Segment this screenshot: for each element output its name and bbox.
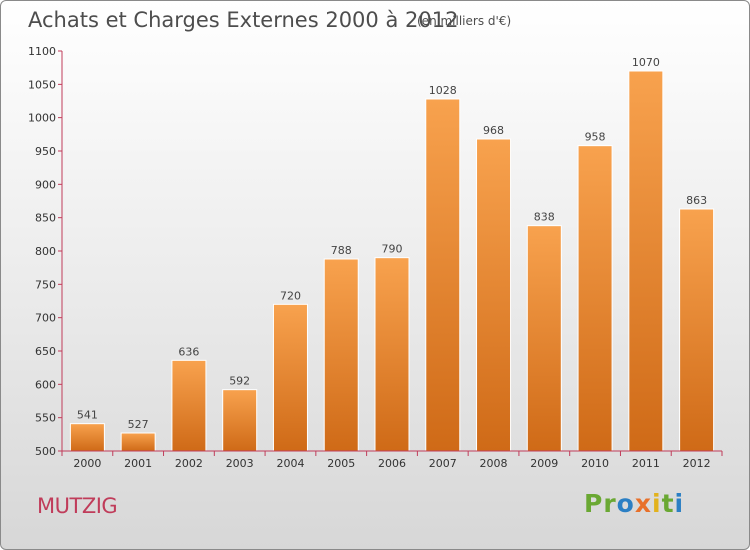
y-tick-label: 1050 bbox=[28, 78, 56, 91]
y-tick-label: 800 bbox=[35, 245, 56, 258]
bar-2001 bbox=[120, 432, 156, 452]
x-tick-label: 2002 bbox=[175, 457, 203, 470]
data-label: 720 bbox=[280, 289, 301, 302]
x-tick-label: 2006 bbox=[378, 457, 406, 470]
bar-2000 bbox=[69, 423, 105, 452]
bar-2005 bbox=[323, 258, 359, 452]
y-tick-label: 600 bbox=[35, 378, 56, 391]
data-label: 968 bbox=[483, 124, 504, 137]
data-label: 541 bbox=[77, 409, 98, 422]
y-tick-label: 550 bbox=[35, 412, 56, 425]
y-tick-label: 950 bbox=[35, 145, 56, 158]
axes-group bbox=[58, 50, 723, 456]
x-tick-label: 2003 bbox=[226, 457, 254, 470]
labels-group: 541 2000 527 2001 636 2002 592 2003 720 2004 788 20… bbox=[28, 45, 711, 470]
bar-2006 bbox=[374, 257, 410, 452]
x-tick-label: 2001 bbox=[124, 457, 152, 470]
y-tick-label: 850 bbox=[35, 212, 56, 225]
chart-title: Achats et Charges Externes 2000 à 2012 bbox=[28, 8, 459, 32]
logo-letter: i bbox=[674, 489, 685, 518]
bar-2009 bbox=[526, 225, 562, 452]
data-label: 527 bbox=[128, 418, 149, 431]
y-tick-label: 500 bbox=[35, 445, 56, 458]
bar-2002 bbox=[171, 359, 207, 452]
x-tick-label: 2000 bbox=[73, 457, 101, 470]
proxiti-logo: Proxiti bbox=[584, 489, 684, 518]
bar-2004 bbox=[272, 303, 308, 452]
logo-letter: i bbox=[652, 489, 662, 518]
bar-2012 bbox=[679, 208, 715, 452]
x-tick-label: 2008 bbox=[480, 457, 508, 470]
x-tick-label: 2011 bbox=[632, 457, 660, 470]
data-label: 1028 bbox=[429, 84, 457, 97]
logo-letter: x bbox=[634, 489, 652, 518]
data-label: 958 bbox=[585, 131, 606, 144]
bar-2003 bbox=[222, 389, 258, 452]
data-label: 1070 bbox=[632, 56, 660, 69]
y-tick-label: 900 bbox=[35, 178, 56, 191]
bar-2011 bbox=[628, 70, 664, 452]
bar-2008 bbox=[476, 138, 512, 452]
x-tick-label: 2007 bbox=[429, 457, 457, 470]
logo-letter: o bbox=[616, 489, 635, 518]
data-label: 592 bbox=[229, 375, 250, 388]
y-tick-label: 1100 bbox=[28, 45, 56, 58]
bars-group bbox=[69, 70, 715, 452]
chart-subtitle: (en milliers d'€) bbox=[417, 14, 512, 28]
x-tick-label: 2009 bbox=[530, 457, 558, 470]
y-tick-label: 650 bbox=[35, 345, 56, 358]
logo-letter: P bbox=[584, 489, 604, 518]
x-tick-label: 2005 bbox=[327, 457, 355, 470]
bar-2007 bbox=[425, 98, 461, 452]
logo-letter: t bbox=[661, 489, 675, 518]
data-label: 863 bbox=[686, 194, 707, 207]
x-tick-label: 2010 bbox=[581, 457, 609, 470]
x-tick-label: 2012 bbox=[683, 457, 711, 470]
y-tick-label: 700 bbox=[35, 312, 56, 325]
data-label: 838 bbox=[534, 211, 555, 224]
data-label: 790 bbox=[382, 243, 403, 256]
data-label: 636 bbox=[178, 345, 199, 358]
x-tick-label: 2004 bbox=[276, 457, 304, 470]
bar-2010 bbox=[577, 145, 613, 452]
y-tick-label: 750 bbox=[35, 278, 56, 291]
logo-letter: r bbox=[603, 489, 617, 518]
commune-name: MUTZIG bbox=[37, 494, 118, 518]
data-label: 788 bbox=[331, 244, 352, 257]
y-tick-label: 1000 bbox=[28, 112, 56, 125]
